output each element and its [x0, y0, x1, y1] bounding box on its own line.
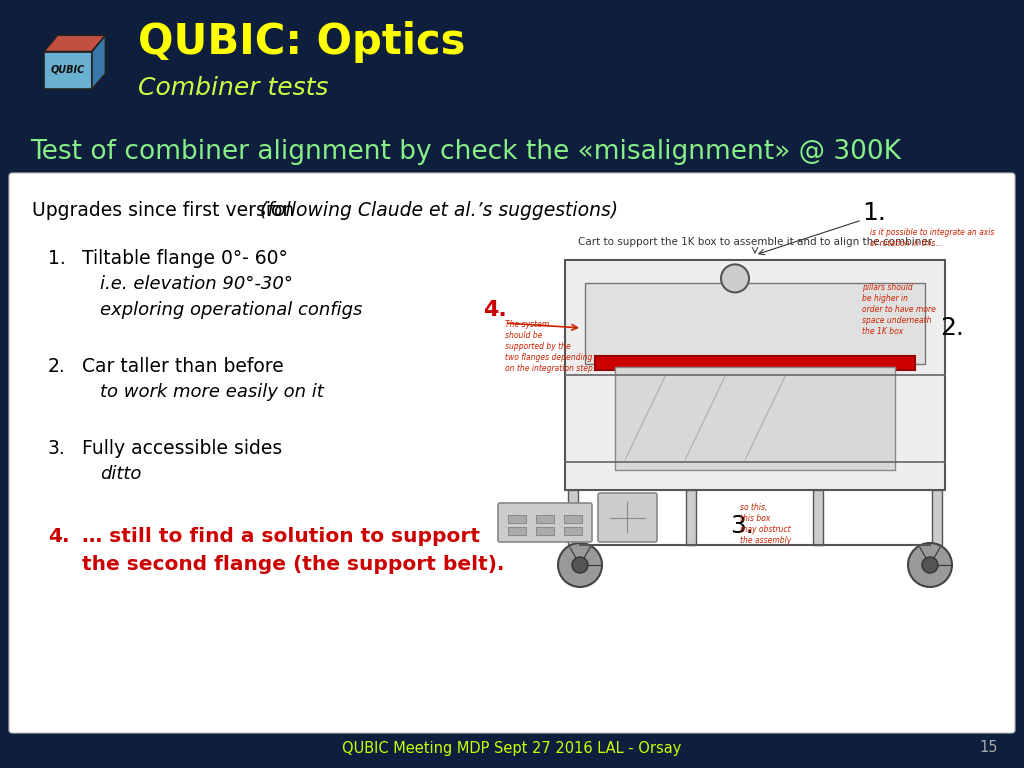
- Text: 4.: 4.: [483, 300, 507, 320]
- Bar: [536, 515, 554, 523]
- Text: 2.: 2.: [940, 316, 964, 340]
- Bar: [564, 527, 582, 535]
- Text: i.e. elevation 90°-30°: i.e. elevation 90°-30°: [100, 275, 293, 293]
- Text: 3.: 3.: [48, 439, 66, 458]
- Text: Tiltable flange 0°- 60°: Tiltable flange 0°- 60°: [82, 249, 288, 267]
- Bar: [686, 490, 696, 545]
- Text: 15: 15: [980, 740, 998, 756]
- Text: ditto: ditto: [100, 465, 141, 483]
- Circle shape: [558, 543, 602, 587]
- Text: 2.: 2.: [48, 356, 66, 376]
- Text: The system
should be
supported by the
two flanges depending
on the integration s: The system should be supported by the tw…: [505, 320, 595, 373]
- Text: so this,
this box
may obstruct
the assembly: so this, this box may obstruct the assem…: [740, 503, 792, 545]
- Text: QUBIC: Optics: QUBIC: Optics: [138, 21, 465, 63]
- FancyBboxPatch shape: [498, 503, 592, 542]
- Polygon shape: [44, 51, 92, 89]
- Text: QUBIC Meeting MDP Sept 27 2016 LAL - Orsay: QUBIC Meeting MDP Sept 27 2016 LAL - Ors…: [342, 740, 682, 756]
- Bar: [568, 490, 578, 545]
- Text: 3.: 3.: [730, 514, 754, 538]
- Text: … still to find a solution to support: … still to find a solution to support: [82, 527, 480, 545]
- Text: Fully accessible sides: Fully accessible sides: [82, 439, 283, 458]
- Bar: [565, 260, 945, 490]
- FancyBboxPatch shape: [598, 493, 657, 542]
- Text: Test of combiner alignment by check the «misalignment» @ 300K: Test of combiner alignment by check the …: [30, 139, 901, 165]
- Bar: [508, 527, 526, 535]
- Text: is it possible to integrate an axis
of rotation in this...: is it possible to integrate an axis of r…: [870, 228, 994, 248]
- Bar: [508, 515, 526, 523]
- Bar: [585, 283, 925, 363]
- Text: Car taller than before: Car taller than before: [82, 356, 284, 376]
- Bar: [536, 527, 554, 535]
- Text: Cart to support the 1K box to assemble it and to align the combiner: Cart to support the 1K box to assemble i…: [578, 237, 932, 247]
- Bar: [564, 515, 582, 523]
- Bar: [595, 356, 915, 370]
- Text: 4.: 4.: [48, 527, 70, 545]
- Polygon shape: [92, 35, 105, 89]
- Text: Upgrades since first version: Upgrades since first version: [32, 200, 300, 220]
- FancyBboxPatch shape: [9, 173, 1015, 733]
- Bar: [813, 490, 823, 545]
- Text: pillars should
be higher in
order to have more
space underneath
the 1K box: pillars should be higher in order to hav…: [862, 283, 936, 336]
- Text: to work more easily on it: to work more easily on it: [100, 383, 324, 401]
- Bar: [0, 128, 1024, 176]
- Text: QUBIC: QUBIC: [51, 65, 85, 74]
- Circle shape: [922, 557, 938, 573]
- Text: 1.: 1.: [48, 249, 66, 267]
- Text: Combiner tests: Combiner tests: [138, 76, 329, 100]
- Circle shape: [721, 264, 749, 293]
- Circle shape: [908, 543, 952, 587]
- Circle shape: [572, 557, 588, 573]
- Bar: [932, 490, 942, 545]
- Text: (following Claude et al.’s suggestions): (following Claude et al.’s suggestions): [260, 200, 618, 220]
- Text: the second flange (the support belt).: the second flange (the support belt).: [82, 554, 505, 574]
- Text: exploring operational configs: exploring operational configs: [100, 301, 362, 319]
- Text: 1.: 1.: [862, 201, 886, 225]
- Polygon shape: [44, 35, 105, 51]
- Bar: [615, 366, 895, 470]
- Bar: [0, 0, 1024, 128]
